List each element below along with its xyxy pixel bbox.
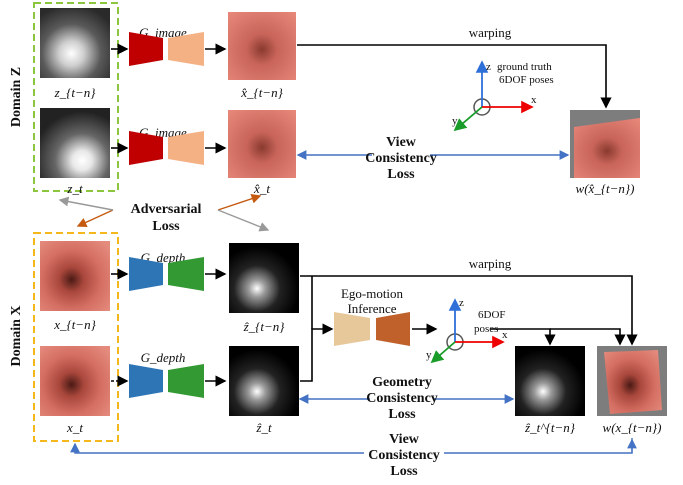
image-z-t <box>40 108 110 178</box>
view-loss-2-l2: Consistency <box>368 448 440 463</box>
bottom-loss-bg <box>364 430 444 480</box>
ego-encoder <box>334 312 370 346</box>
ego-label-l2: Inference <box>347 301 396 316</box>
adv-arrow-orange-right <box>217 194 262 211</box>
view-loss-2-l3: Loss <box>390 464 418 479</box>
image-xhat-t <box>228 110 296 178</box>
g-image-decoder-2 <box>168 131 204 165</box>
axis-x-label-lower: x <box>502 329 508 341</box>
g-image-encoder-1 <box>129 32 163 66</box>
arrow-warping-mid <box>300 275 638 346</box>
domain-x-label: Domain X <box>9 305 24 366</box>
ego-label-l1: Ego-motion <box>341 286 404 301</box>
domain-x-box <box>33 232 119 442</box>
label-zhat-t-tn: ẑ_t^{t−n} <box>524 420 576 435</box>
axis-y-label-top: y <box>452 115 458 127</box>
pose-lower-l1: 6DOF <box>478 309 506 321</box>
label-z-t: z_t <box>66 181 83 196</box>
adv-arrow-gray-right <box>217 209 270 232</box>
adv-loss-l1: Adversarial <box>131 202 202 217</box>
g-depth-decoder-1 <box>168 257 204 291</box>
view-loss-1-l2: Consistency <box>365 151 437 166</box>
g-image-encoder-2 <box>129 131 163 165</box>
label-xhat-t-n: x̂_{t−n} <box>240 85 283 100</box>
label-zhat-t: ẑ_t <box>255 420 272 435</box>
axis-y-label-lower: y <box>426 349 432 361</box>
pose-lower-l2: poses <box>474 323 498 335</box>
domain-z-box <box>33 2 119 192</box>
bottom-view-loss-line <box>70 438 633 454</box>
label-warp-xhat: w(x̂_{t−n}) <box>576 181 635 196</box>
image-x-t-n <box>40 241 110 311</box>
gt-label-2: 6DOF poses <box>499 74 554 86</box>
arrow-warping-top <box>297 44 612 109</box>
image-warp-x <box>604 350 662 414</box>
label-warp-x: w(x_{t−n}) <box>603 420 662 435</box>
g-depth-encoder-2 <box>129 364 163 398</box>
axis-x-label-top: x <box>531 94 537 106</box>
label-x-t-n: x_{t−n} <box>53 317 96 332</box>
arrow-pose-to-warp-x <box>550 328 626 346</box>
label-xhat-t: x̂_t <box>253 181 270 196</box>
image-zhat-t-tn <box>515 346 585 416</box>
geom-loss-l2: Consistency <box>366 391 438 406</box>
label-x-t: x_t <box>66 420 83 435</box>
g-depth-decoder-2 <box>168 364 204 398</box>
gt-label-1: ground truth <box>497 61 552 73</box>
domain-z-label: Domain Z <box>9 67 24 127</box>
adv-arrow-gray-left <box>58 196 114 211</box>
geom-loss-l1: Geometry <box>372 375 432 390</box>
image-zhat-t <box>229 346 299 416</box>
geom-loss-l3: Loss <box>388 407 416 422</box>
label-warping-mid: warping <box>469 256 512 271</box>
view-loss-2-l1: View <box>389 432 420 447</box>
g-image-decoder-1 <box>168 32 204 66</box>
axis-y-lower <box>430 341 456 364</box>
axis-z-label-lower: z <box>459 297 464 309</box>
axis-z-label-top: z <box>486 61 491 73</box>
label-warping-top: warping <box>469 25 512 40</box>
g-depth-encoder-1 <box>129 257 163 291</box>
image-x-t <box>40 346 110 416</box>
view-loss-1-l1: View <box>386 135 417 150</box>
label-g-depth-2: G_depth <box>141 350 186 365</box>
ego-decoder <box>376 312 410 346</box>
image-z-t-n <box>40 8 110 78</box>
image-xhat-t-n <box>228 12 296 80</box>
image-warp-xhat <box>574 118 640 178</box>
label-zhat-t-n: ẑ_{t−n} <box>243 319 286 334</box>
arrow-zhat-to-ego <box>300 323 334 382</box>
adv-loss-l2: Loss <box>152 219 180 234</box>
label-z-t-n: z_{t−n} <box>54 85 97 100</box>
axis-y-top <box>453 106 483 132</box>
image-zhat-t-n <box>229 243 299 313</box>
adv-arrow-orange-left <box>76 209 114 227</box>
view-loss-1-l3: Loss <box>387 167 415 182</box>
